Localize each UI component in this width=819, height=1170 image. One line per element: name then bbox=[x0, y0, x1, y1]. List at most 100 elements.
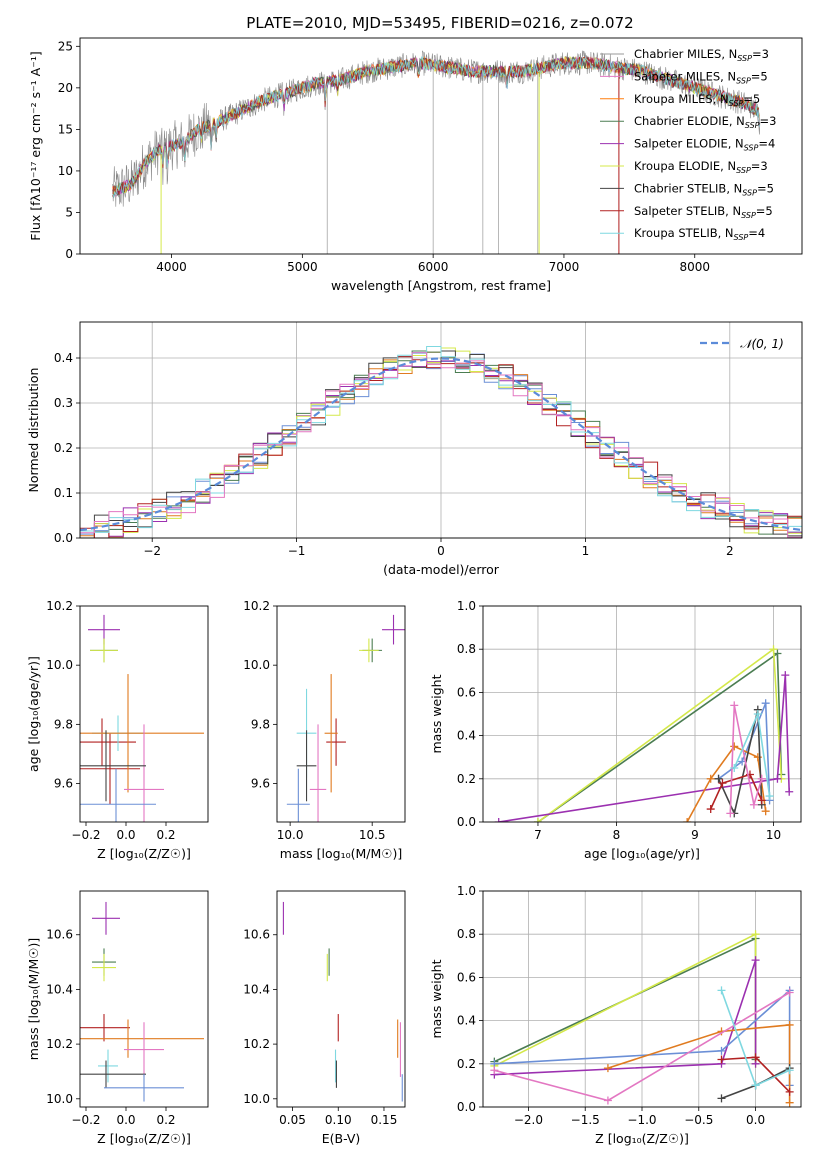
histogram-series bbox=[80, 346, 802, 533]
y-tick-label: 10.4 bbox=[46, 982, 73, 996]
y-tick-label: 1.0 bbox=[457, 599, 476, 613]
y-tick-label: 10.0 bbox=[243, 1092, 270, 1106]
y-tick-label: 10.6 bbox=[46, 928, 73, 942]
y-tick-label: 10 bbox=[58, 164, 73, 178]
weight-marker bbox=[785, 1087, 794, 1096]
axes-frame bbox=[482, 890, 802, 1108]
weight-marker bbox=[683, 818, 692, 822]
data-point bbox=[124, 724, 164, 822]
data-point bbox=[296, 730, 317, 802]
y-tick-label: 25 bbox=[58, 39, 73, 53]
weight-marker bbox=[785, 1066, 794, 1075]
weight-marker bbox=[730, 764, 739, 772]
y-axis-label: mass weight bbox=[429, 674, 444, 753]
axes-frame bbox=[276, 890, 406, 1108]
weight-marker bbox=[761, 807, 770, 816]
legend-label: 𝒩(0, 1) bbox=[740, 337, 784, 351]
y-tick-label: 10.4 bbox=[243, 982, 270, 996]
legend: Chabrier MILES, NSSP=3 Salpeter MILES, NS… bbox=[600, 47, 776, 242]
weight-marker bbox=[751, 1053, 760, 1062]
y-tick-label: 9.8 bbox=[54, 717, 73, 731]
x-axis-label: E(B-V) bbox=[322, 1131, 361, 1146]
data-point bbox=[80, 1019, 204, 1058]
weight-marker bbox=[749, 800, 758, 809]
y-tick-label: 10.2 bbox=[243, 599, 270, 613]
x-tick-label: 8000 bbox=[679, 260, 710, 274]
legend-label: Salpeter MILES, NSSP=5 bbox=[634, 69, 768, 85]
y-tick-label: 0.0 bbox=[457, 815, 476, 829]
y-axis-label: age [log₁₀(age/yr)] bbox=[26, 656, 41, 772]
y-tick-label: 9.6 bbox=[251, 777, 270, 791]
data-point bbox=[382, 614, 405, 645]
data-point bbox=[359, 638, 379, 663]
y-tick-label: 0.6 bbox=[457, 685, 476, 699]
x-tick-label: 10 bbox=[766, 828, 781, 842]
weight-series bbox=[709, 773, 763, 810]
x-axis-label: (data-model)/error bbox=[383, 562, 500, 577]
axes-frame bbox=[79, 321, 803, 539]
data-point bbox=[92, 953, 116, 982]
weight-marker bbox=[751, 1081, 760, 1090]
data-point bbox=[80, 1014, 130, 1042]
weight-marker bbox=[603, 1096, 612, 1105]
weight-marker bbox=[765, 792, 774, 801]
weight-marker bbox=[785, 1020, 794, 1029]
weight-marker bbox=[490, 1066, 499, 1075]
data-point bbox=[326, 718, 346, 766]
weight-series bbox=[718, 702, 771, 801]
panel-spectrum: 4000 5000 6000 7000 8000 0 5 10 15 20 25 wavelength… bbox=[28, 37, 803, 293]
y-tick-label: 0.4 bbox=[457, 1014, 476, 1028]
x-tick-label: 4000 bbox=[156, 260, 187, 274]
x-tick-label: −0.2 bbox=[71, 1113, 100, 1127]
weight-marker bbox=[706, 774, 715, 783]
model-line bbox=[112, 56, 760, 197]
y-tick-label: 0.8 bbox=[457, 927, 476, 941]
x-tick-label: −1.5 bbox=[571, 1113, 600, 1127]
weight-marker bbox=[769, 645, 778, 654]
normal-curve bbox=[80, 357, 802, 532]
legend-label: Chabrier STELIB, NSSP=5 bbox=[634, 181, 774, 197]
x-axis-label: Z [log₁₀(Z/Z☉)] bbox=[97, 846, 191, 861]
y-tick-label: 0.0 bbox=[457, 1100, 476, 1114]
data-point bbox=[80, 733, 140, 805]
data-point bbox=[90, 638, 118, 663]
weight-marker bbox=[730, 742, 739, 751]
x-tick-label: 0.15 bbox=[371, 1113, 398, 1127]
y-tick-label: 0.4 bbox=[457, 729, 476, 743]
y-tick-label: 15 bbox=[58, 122, 73, 136]
weight-marker bbox=[718, 779, 727, 788]
weight-marker bbox=[714, 774, 723, 783]
histogram-series bbox=[80, 350, 802, 538]
y-tick-label: 1.0 bbox=[457, 884, 476, 898]
legend-label: Salpeter ELODIE, NSSP=4 bbox=[634, 137, 775, 153]
x-tick-label: 10.0 bbox=[277, 828, 304, 842]
weight-marker bbox=[603, 1064, 612, 1073]
legend-label: Salpeter STELIB, NSSP=5 bbox=[634, 204, 773, 220]
x-tick-label: 6000 bbox=[418, 260, 449, 274]
x-tick-label: 5000 bbox=[287, 260, 318, 274]
panel-age-vs-mass: 10.0 10.5 9.6 9.8 10.0 10.2 mass [log₁₀(M/M☉)] bbox=[243, 599, 406, 861]
y-axis-label: Normed distribution bbox=[26, 368, 41, 493]
figure-title: PLATE=2010, MJD=53495, FIBERID=0216, z=0… bbox=[246, 14, 633, 32]
y-axis-label: mass weight bbox=[429, 959, 444, 1038]
weight-marker bbox=[761, 699, 770, 708]
weight-marker bbox=[751, 956, 760, 965]
weight-marker bbox=[773, 649, 782, 658]
x-tick-label: 0 bbox=[437, 544, 445, 558]
y-tick-label: 10.2 bbox=[46, 1037, 73, 1051]
legend-label: Chabrier MILES, NSSP=3 bbox=[634, 47, 769, 63]
weight-marker bbox=[717, 1055, 726, 1064]
data-point bbox=[309, 724, 327, 822]
weight-marker bbox=[773, 774, 782, 783]
weight-marker bbox=[753, 710, 762, 718]
x-tick-label: −2.0 bbox=[514, 1113, 543, 1127]
y-tick-label: 10.2 bbox=[243, 1037, 270, 1051]
panel-age-vs-Z: −0.2 0.0 0.2 9.6 9.8 10.0 10.2 Z [log₁₀(Z/Z☉)] a… bbox=[26, 599, 209, 861]
data-point bbox=[80, 730, 146, 802]
weight-series bbox=[498, 675, 790, 822]
weight-marker bbox=[726, 809, 735, 818]
x-tick-label: 2 bbox=[726, 544, 734, 558]
y-axis-label: mass [log₁₀(M/M☉)] bbox=[26, 938, 41, 1060]
x-tick-label: 0.0 bbox=[116, 828, 135, 842]
x-tick-label: −1.0 bbox=[627, 1113, 656, 1127]
